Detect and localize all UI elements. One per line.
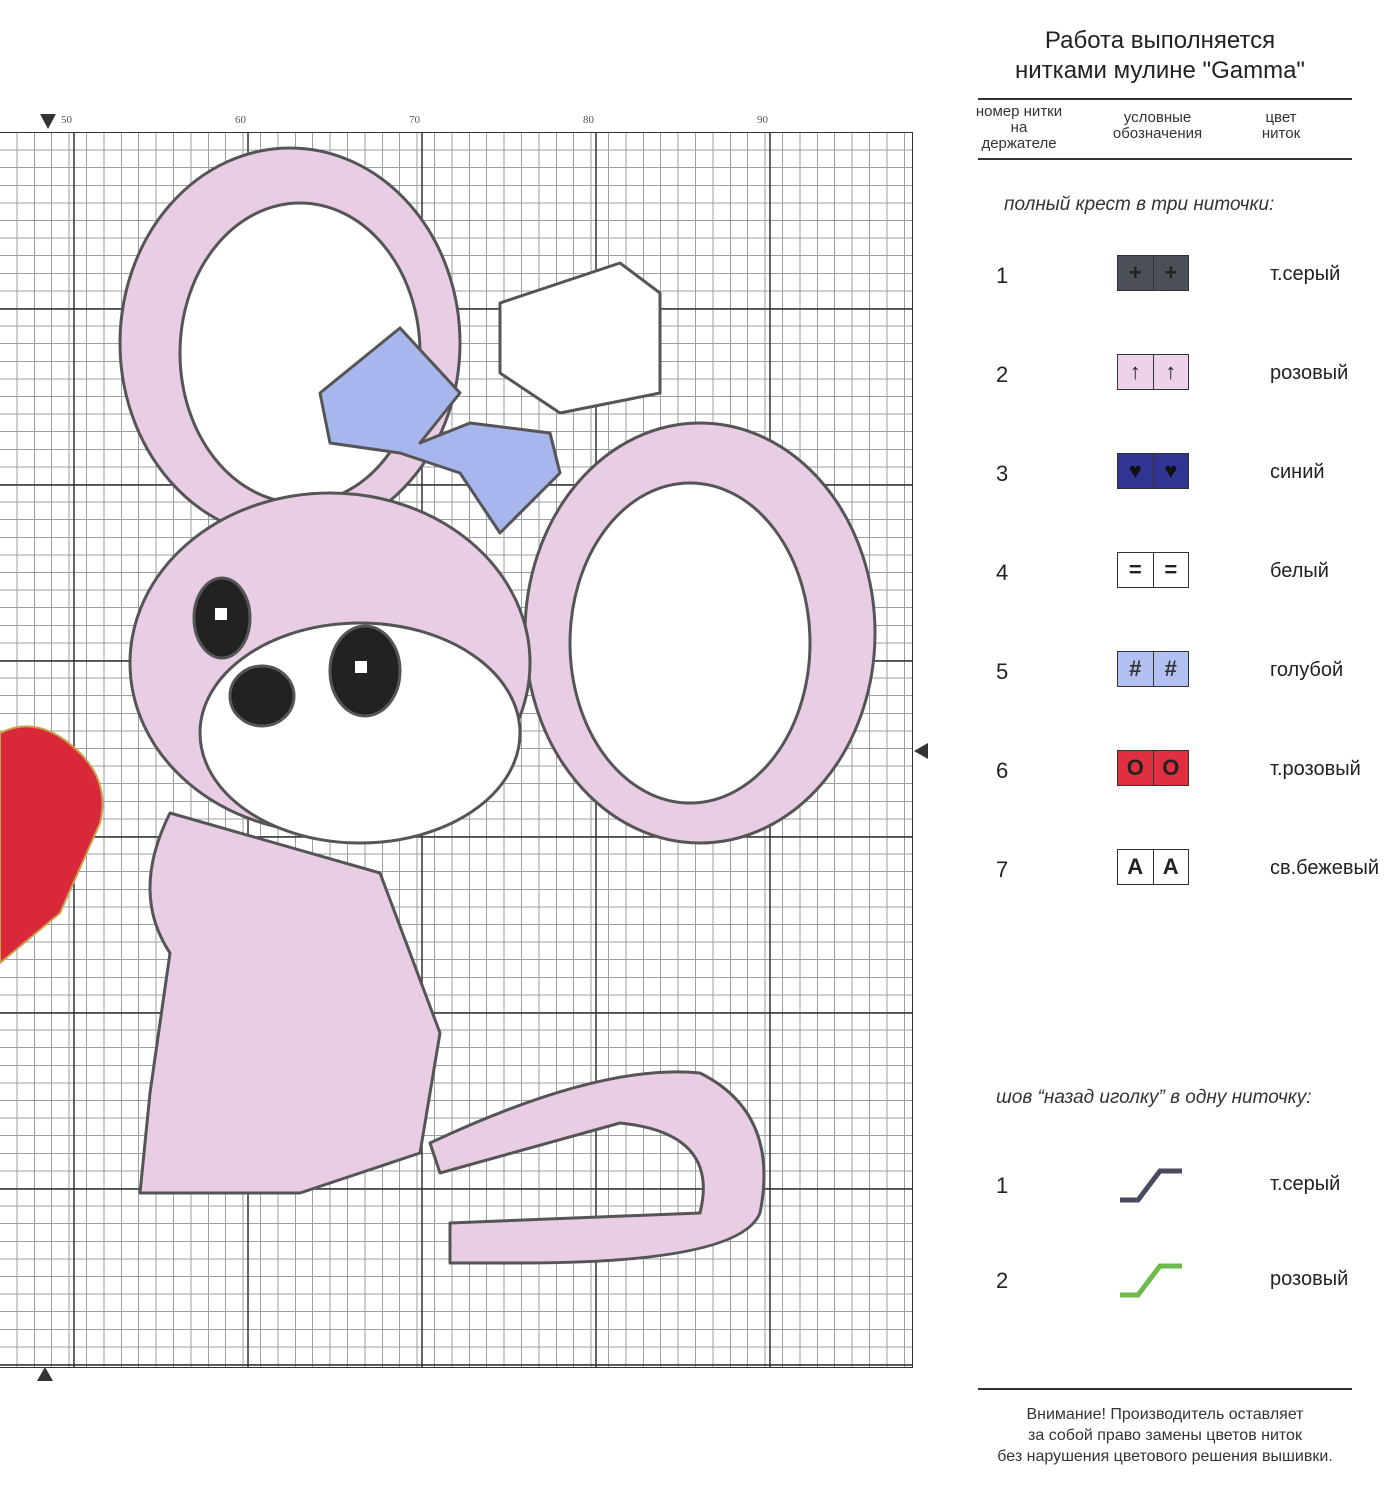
legend-row-full-cross: 2 ↑ ↑ розовый: [960, 354, 1400, 394]
cross-stitch-chart-grid: [0, 132, 913, 1368]
arrow-up-icon: ↑: [1165, 359, 1177, 384]
column-label: 60: [235, 114, 246, 126]
backstitch-line-icon: [1120, 1263, 1182, 1298]
letter-a-icon: A: [1118, 850, 1154, 884]
hash-icon: #: [1164, 656, 1177, 681]
legend-row-full-cross: 5 # # голубой: [960, 651, 1400, 691]
mouse-pattern: [0, 133, 912, 1367]
backstitch-line-icon: [1120, 1168, 1182, 1203]
arrow-up-icon: ↑: [1118, 355, 1154, 389]
thread-color-name: розовый: [1270, 1268, 1349, 1290]
hash-icon: #: [1118, 652, 1154, 686]
thread-number: 7: [996, 857, 1009, 882]
column-50-marker-bottom: [37, 1367, 53, 1381]
legend-row-full-cross: 7 A A св.бежевый: [960, 849, 1400, 889]
thread-color-name: голубой: [1270, 659, 1344, 681]
plus-icon: +: [1118, 256, 1154, 290]
legend-row-full-cross: 1 + + т.серый: [960, 255, 1400, 295]
note-line: Внимание! Производитель оставляет: [1026, 1406, 1304, 1423]
column-label: 90: [757, 114, 768, 126]
column-label: 70: [409, 114, 420, 126]
mouse-tail: [428, 1070, 766, 1265]
letter-a-icon-swatch: A A: [1117, 849, 1189, 885]
thread-number: 1: [996, 263, 1009, 288]
manufacturer-note: Внимание! Производитель оставляет за собо…: [960, 1404, 1370, 1467]
divider: [978, 158, 1352, 160]
divider: [978, 98, 1352, 100]
mouse-small-ear: [498, 261, 662, 415]
hash-icon-swatch: # #: [1117, 651, 1189, 687]
legend-row-full-cross: 6 O O т.розовый: [960, 750, 1400, 790]
divider: [978, 1388, 1352, 1390]
thread-color-name: розовый: [1270, 362, 1349, 384]
column-header-number: номер нитки на держателе: [975, 103, 1063, 152]
row-marker-right: [914, 743, 928, 759]
equals-icon: =: [1164, 557, 1178, 582]
arrow-up-icon-swatch: ↑ ↑: [1117, 354, 1189, 390]
thread-color-name: т.серый: [1270, 263, 1341, 285]
legend-row-full-cross: 4 = = белый: [960, 552, 1400, 592]
thread-number: 4: [996, 560, 1009, 585]
heart-icon-swatch: ♥ ♥: [1117, 453, 1189, 489]
plus-icon: +: [1164, 260, 1178, 285]
column-50-marker-top: [40, 114, 56, 129]
thread-color-name: т.серый: [1270, 1173, 1341, 1195]
plus-icon-swatch: + +: [1117, 255, 1189, 291]
column-label: 80: [583, 114, 594, 126]
thread-number: 5: [996, 659, 1009, 684]
thread-number: 1: [996, 1173, 1009, 1198]
legend-row-backstitch: 1 т.серый: [960, 1165, 1400, 1205]
letter-a-icon: A: [1162, 854, 1179, 879]
equals-icon-swatch: = =: [1117, 552, 1189, 588]
legend-row-full-cross: 3 ♥ ♥ синий: [960, 453, 1400, 493]
thread-number: 6: [996, 758, 1009, 783]
thread-number: 2: [996, 362, 1009, 387]
circle-icon-swatch: O O: [1117, 750, 1189, 786]
backstitch-heading: шов “назад иголку” в одну ниточку:: [996, 1087, 1312, 1108]
thread-color-name: синий: [1270, 461, 1325, 483]
column-label: 50: [61, 114, 72, 126]
note-line: за собой право замены цветов ниток: [1028, 1427, 1302, 1444]
circle-icon: O: [1162, 755, 1180, 780]
column-header-symbol: условные обозначения: [1112, 109, 1203, 142]
full-cross-heading: полный крест в три ниточки:: [1004, 194, 1275, 215]
legend-row-backstitch: 2 розовый: [960, 1260, 1400, 1300]
thread-color-name: св.бежевый: [1270, 857, 1379, 879]
heart-icon: ♥: [1118, 454, 1154, 488]
heart-shape: [0, 725, 104, 964]
circle-icon: O: [1118, 751, 1154, 785]
mouse-nose: [228, 664, 296, 728]
legend-title: Работа выполняется нитками мулине "Gamma": [960, 26, 1360, 86]
column-header-color: цвет ниток: [1261, 109, 1301, 142]
thread-color-name: т.розовый: [1270, 758, 1361, 780]
title-line: Работа выполняется: [1044, 27, 1276, 54]
thread-color-name: белый: [1270, 560, 1329, 582]
note-line: без нарушения цветового решения вышивки.: [997, 1448, 1333, 1465]
thread-number: 3: [996, 461, 1009, 486]
heart-icon: ♥: [1164, 458, 1178, 483]
title-line: нитками мулине "Gamma": [1015, 57, 1305, 84]
mouse-right-ear-inner: [568, 481, 812, 805]
mouse-body: [138, 811, 442, 1195]
thread-number: 2: [996, 1268, 1009, 1293]
bow: [318, 326, 562, 535]
equals-icon: =: [1118, 553, 1154, 587]
